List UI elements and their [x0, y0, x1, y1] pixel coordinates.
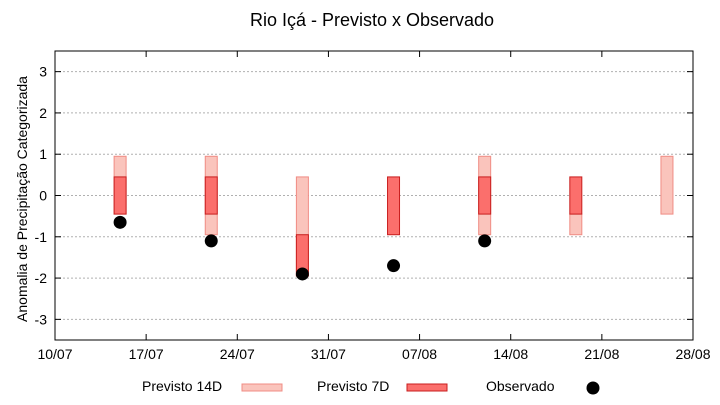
legend-swatch-observado: [586, 381, 600, 395]
axis-layer: 3 2 1 0 -1 -2 -3 10/07 17/07 24/07 31/07 07/08 14/08…: [35, 50, 711, 362]
point-observado: [204, 234, 218, 248]
y-tick-label: 2: [39, 105, 47, 121]
y-axis-label: Anomalia de Precipitação Categorizada: [14, 76, 30, 322]
legend-label: Previsto 7D: [317, 378, 389, 394]
bar-previsto-7d: [569, 176, 583, 215]
bar-previsto-14d: [660, 155, 674, 215]
point-observado: [478, 234, 492, 248]
bar-previsto-7d: [204, 176, 218, 215]
plot-border: [54, 50, 694, 341]
legend-swatch-previsto-14d: [241, 383, 283, 392]
x-tick-label: 24/07: [220, 346, 255, 362]
legend: Previsto 14D Previsto 7D Observado: [142, 378, 600, 395]
y-tick-label: 0: [39, 188, 47, 204]
x-tick-label: 17/07: [129, 346, 164, 362]
x-tick-label: 28/08: [675, 346, 710, 362]
x-tick-label: 14/08: [493, 346, 528, 362]
bar-previsto-14d: [569, 213, 583, 236]
bar-previsto-7d: [387, 176, 401, 236]
y-tick-label: 1: [39, 146, 47, 162]
y-tick-label: -2: [35, 270, 48, 286]
series-observado: [113, 215, 492, 281]
y-tick-label: -3: [35, 311, 48, 327]
point-observado: [295, 267, 309, 281]
bar-previsto-7d: [113, 176, 127, 215]
legend-label: Observado: [486, 378, 555, 394]
chart-title: Rio Içá - Previsto x Observado: [250, 10, 494, 30]
x-tick-label: 10/07: [37, 346, 72, 362]
y-tick-label: -1: [35, 229, 48, 245]
y-tick-label: 3: [39, 64, 47, 80]
x-tick-label: 31/07: [311, 346, 346, 362]
legend-swatch-previsto-7d: [406, 383, 448, 392]
x-tick-label: 07/08: [402, 346, 437, 362]
series-previsto-7d: [113, 176, 583, 277]
point-observado: [113, 215, 127, 229]
bar-previsto-7d: [478, 176, 492, 215]
grid-layer: [55, 71, 693, 320]
point-observado: [387, 259, 401, 273]
x-tick-label: 21/08: [584, 346, 619, 362]
legend-label: Previsto 14D: [142, 378, 222, 394]
